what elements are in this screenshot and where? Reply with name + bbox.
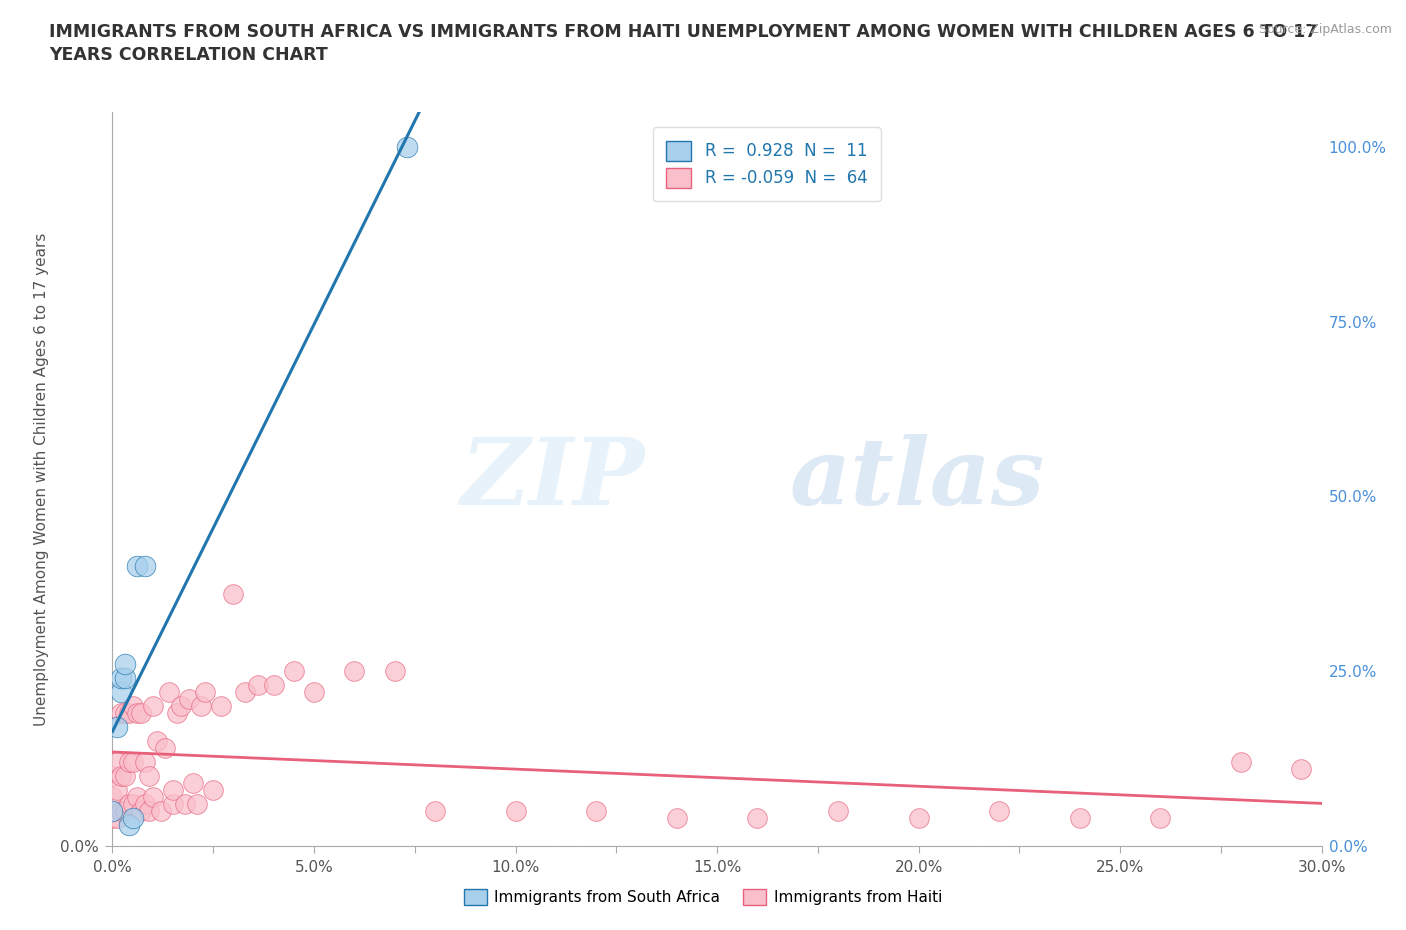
- Point: [181, 776, 204, 790]
- Point: [117, 755, 139, 770]
- Point: [186, 797, 208, 812]
- Point: [110, 684, 132, 699]
- Point: [101, 769, 124, 784]
- Point: [105, 783, 128, 798]
- Point: [125, 790, 148, 804]
- Point: [395, 140, 418, 154]
- Point: [222, 587, 245, 602]
- Point: [747, 811, 769, 826]
- Point: [1291, 762, 1313, 777]
- Point: [170, 699, 193, 714]
- Point: [121, 699, 143, 714]
- Point: [1149, 811, 1171, 826]
- Point: [907, 811, 929, 826]
- Point: [110, 804, 132, 818]
- Text: atlas: atlas: [790, 434, 1045, 524]
- Point: [114, 706, 136, 721]
- Legend: R =  0.928  N =  11, R = -0.059  N =  64: R = 0.928 N = 11, R = -0.059 N = 64: [652, 127, 880, 201]
- Point: [114, 657, 136, 671]
- Point: [105, 720, 128, 735]
- Point: [110, 706, 132, 721]
- Point: [117, 706, 139, 721]
- Y-axis label: Unemployment Among Women with Children Ages 6 to 17 years: Unemployment Among Women with Children A…: [34, 232, 49, 725]
- Point: [283, 664, 305, 679]
- Point: [246, 678, 269, 693]
- Point: [105, 811, 128, 826]
- Point: [423, 804, 446, 818]
- Point: [110, 671, 132, 685]
- Point: [149, 804, 172, 818]
- Point: [117, 817, 139, 832]
- Point: [142, 790, 165, 804]
- Point: [166, 706, 188, 721]
- Point: [110, 769, 132, 784]
- Point: [827, 804, 849, 818]
- Text: YEARS CORRELATION CHART: YEARS CORRELATION CHART: [49, 46, 328, 64]
- Point: [101, 790, 124, 804]
- Point: [129, 804, 152, 818]
- Point: [121, 797, 143, 812]
- Legend: Immigrants from South Africa, Immigrants from Haiti: Immigrants from South Africa, Immigrants…: [458, 883, 948, 911]
- Point: [101, 811, 124, 826]
- Point: [134, 797, 156, 812]
- Point: [1069, 811, 1091, 826]
- Point: [190, 699, 212, 714]
- Point: [125, 559, 148, 574]
- Point: [121, 755, 143, 770]
- Text: IMMIGRANTS FROM SOUTH AFRICA VS IMMIGRANTS FROM HAITI UNEMPLOYMENT AMONG WOMEN W: IMMIGRANTS FROM SOUTH AFRICA VS IMMIGRAN…: [49, 23, 1317, 41]
- Point: [202, 783, 225, 798]
- Point: [162, 797, 184, 812]
- Point: [114, 671, 136, 685]
- Point: [162, 783, 184, 798]
- Point: [988, 804, 1011, 818]
- Point: [1230, 755, 1253, 770]
- Point: [138, 804, 160, 818]
- Point: [125, 706, 148, 721]
- Point: [194, 684, 217, 699]
- Point: [235, 684, 257, 699]
- Point: [117, 797, 139, 812]
- Point: [121, 811, 143, 826]
- Point: [153, 741, 176, 756]
- Point: [142, 699, 165, 714]
- Point: [174, 797, 197, 812]
- Point: [665, 811, 688, 826]
- Point: [343, 664, 366, 679]
- Point: [505, 804, 527, 818]
- Point: [146, 734, 169, 749]
- Point: [263, 678, 285, 693]
- Point: [134, 559, 156, 574]
- Point: [134, 755, 156, 770]
- Point: [101, 804, 124, 818]
- Point: [585, 804, 607, 818]
- Text: Source: ZipAtlas.com: Source: ZipAtlas.com: [1258, 23, 1392, 36]
- Point: [105, 755, 128, 770]
- Point: [209, 699, 232, 714]
- Point: [129, 706, 152, 721]
- Point: [384, 664, 406, 679]
- Point: [138, 769, 160, 784]
- Text: ZIP: ZIP: [460, 434, 644, 524]
- Point: [114, 804, 136, 818]
- Point: [114, 769, 136, 784]
- Point: [157, 684, 180, 699]
- Point: [177, 692, 200, 707]
- Point: [302, 684, 325, 699]
